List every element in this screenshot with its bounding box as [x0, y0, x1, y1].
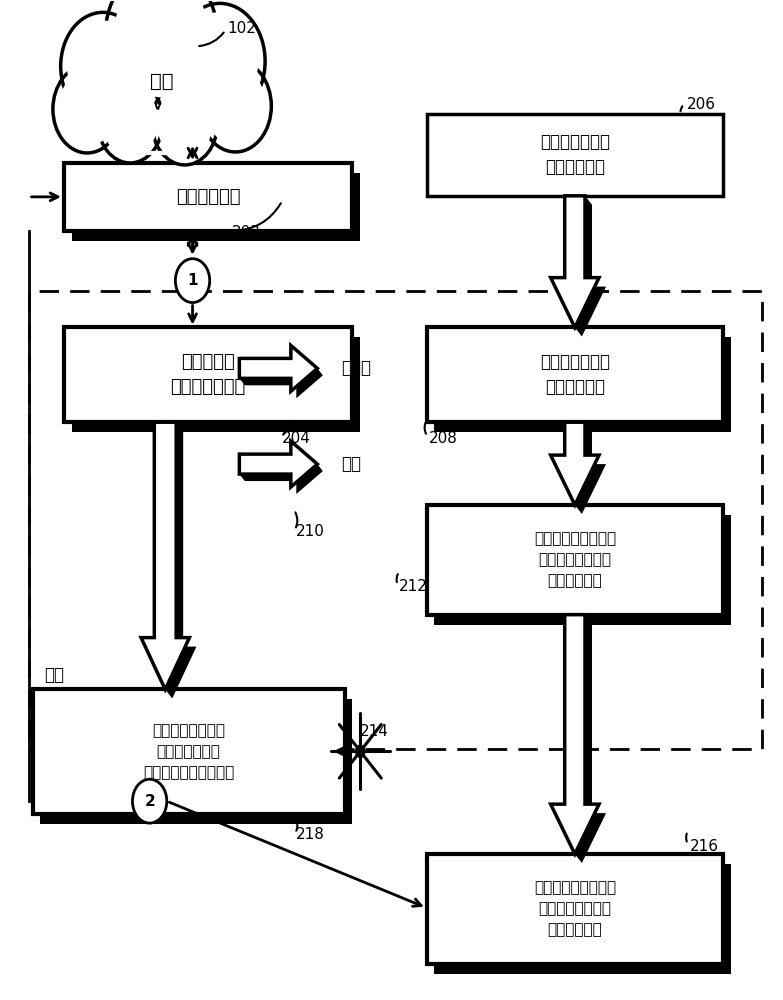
Text: 配置有网络名和密镰
的处于路由器模式
的第二路由器: 配置有网络名和密镰 的处于路由器模式 的第二路由器 — [534, 880, 616, 937]
Bar — [427, 327, 723, 422]
Bar — [71, 337, 360, 432]
Text: 214: 214 — [360, 724, 389, 739]
Text: 208: 208 — [429, 431, 458, 446]
Bar — [63, 327, 352, 422]
Bar — [435, 337, 731, 432]
Circle shape — [105, 0, 218, 108]
Polygon shape — [550, 422, 599, 505]
Text: 第一路由器掉电，
从网络网关设备
解耦，并且从网络移除: 第一路由器掉电， 从网络网关设备 解耦，并且从网络移除 — [143, 723, 234, 780]
Polygon shape — [550, 196, 599, 327]
Text: 协议: 协议 — [45, 666, 64, 684]
Polygon shape — [575, 422, 606, 514]
Circle shape — [182, 12, 258, 110]
Circle shape — [200, 60, 272, 152]
Polygon shape — [575, 615, 606, 863]
Text: 处于客户端模式
的第二路由器: 处于客户端模式 的第二路由器 — [539, 353, 610, 396]
Circle shape — [67, 20, 139, 112]
Text: 212: 212 — [399, 579, 428, 594]
Polygon shape — [550, 615, 599, 854]
Text: 206: 206 — [687, 97, 716, 112]
Circle shape — [175, 3, 265, 119]
Text: 处于路由器模式
的第二路由器: 处于路由器模式 的第二路由器 — [539, 133, 610, 176]
Text: 配置有网络名和密镰
的处于客户端模式
的第二路由器: 配置有网络名和密镰 的处于客户端模式 的第二路由器 — [534, 531, 616, 588]
Circle shape — [152, 81, 218, 165]
Circle shape — [355, 744, 366, 758]
Bar — [29, 291, 762, 749]
Circle shape — [61, 12, 145, 120]
Text: 2: 2 — [144, 794, 155, 809]
Text: 网络: 网络 — [150, 72, 173, 91]
Bar — [63, 163, 352, 231]
Circle shape — [157, 87, 213, 159]
Circle shape — [132, 779, 167, 823]
Text: 第一路由器
（路由器模式）: 第一路由器 （路由器模式） — [171, 353, 246, 396]
Bar — [435, 515, 731, 625]
Bar — [41, 699, 352, 824]
Bar — [427, 114, 723, 196]
Text: 216: 216 — [690, 839, 719, 854]
Text: 网络名: 网络名 — [341, 359, 371, 377]
Circle shape — [114, 0, 209, 97]
Bar — [71, 173, 360, 241]
Polygon shape — [240, 441, 317, 487]
Text: 密镰: 密镰 — [341, 455, 361, 473]
Circle shape — [97, 79, 163, 163]
Polygon shape — [240, 464, 323, 494]
Polygon shape — [165, 422, 197, 698]
Bar — [427, 854, 723, 964]
Polygon shape — [575, 196, 606, 336]
Polygon shape — [141, 422, 189, 689]
Circle shape — [205, 67, 266, 145]
Circle shape — [58, 72, 117, 146]
Text: 218: 218 — [296, 827, 325, 842]
Text: 网络网关设备: 网络网关设备 — [176, 188, 240, 206]
Text: 202: 202 — [232, 225, 261, 240]
Polygon shape — [240, 368, 323, 398]
Text: 210: 210 — [296, 524, 325, 539]
Circle shape — [175, 259, 210, 303]
Polygon shape — [240, 345, 317, 391]
Circle shape — [103, 85, 158, 157]
Text: 1: 1 — [187, 273, 198, 288]
Bar — [427, 505, 723, 615]
Bar — [435, 864, 731, 974]
Bar — [33, 689, 345, 814]
Circle shape — [53, 65, 121, 153]
Text: 102: 102 — [228, 21, 257, 36]
Text: 204: 204 — [282, 431, 311, 446]
